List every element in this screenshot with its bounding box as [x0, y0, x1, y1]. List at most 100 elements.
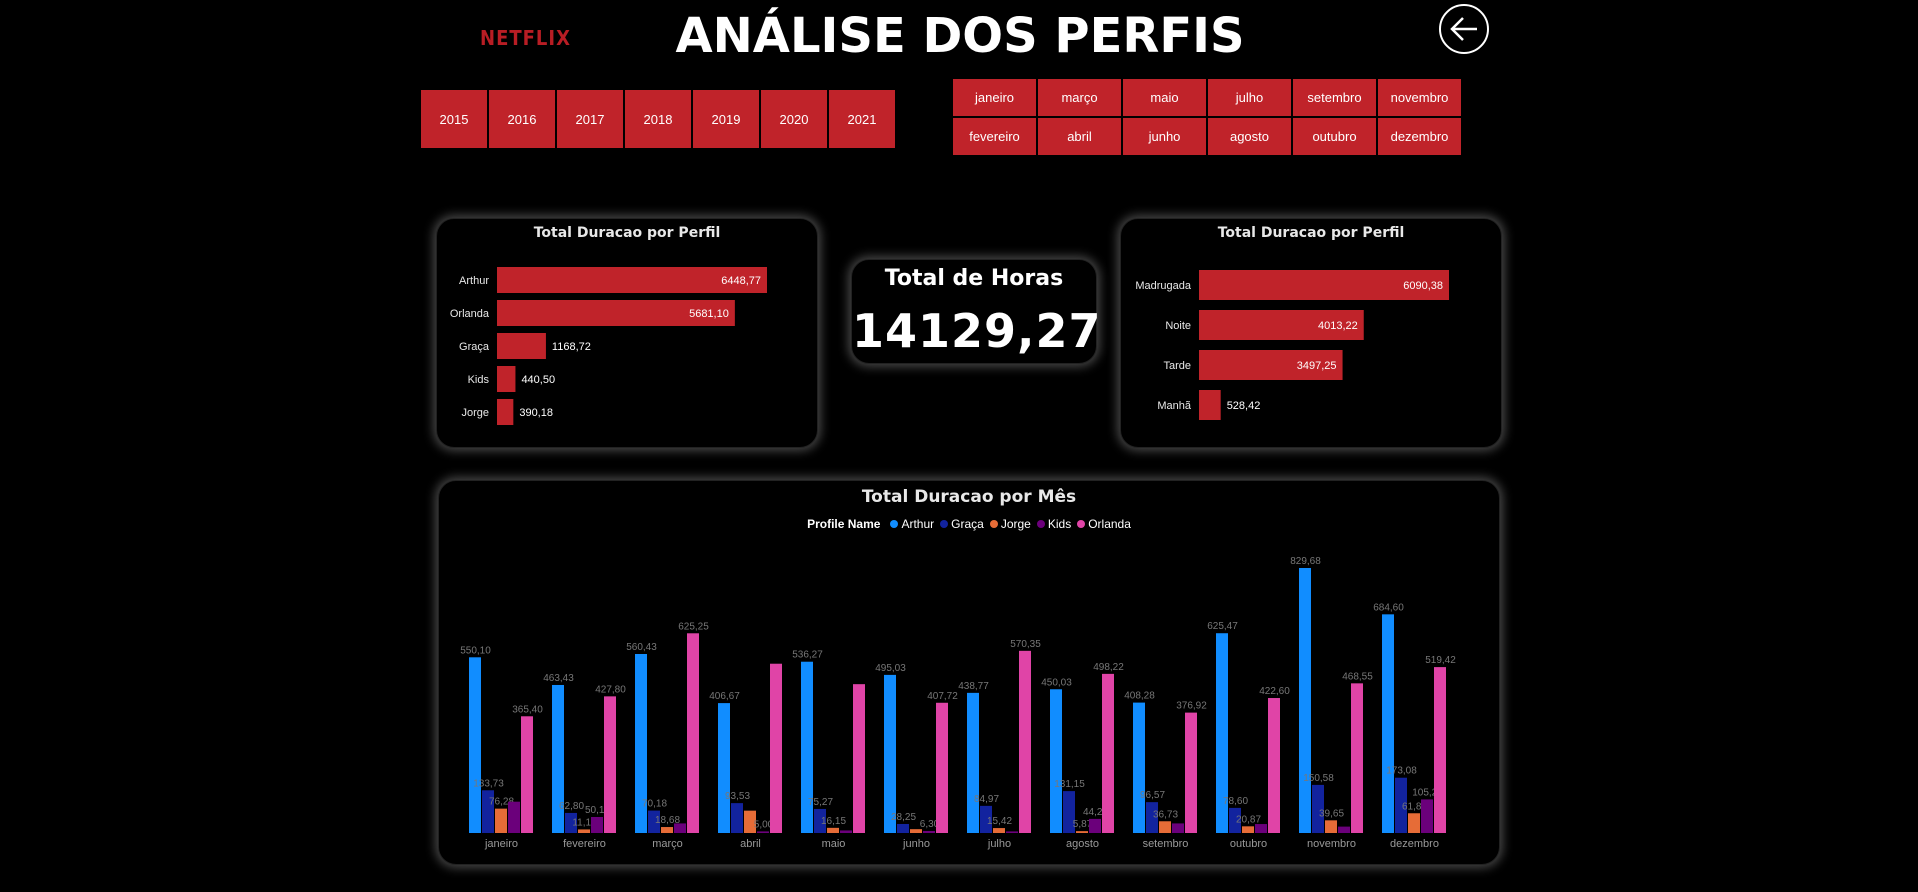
year-button-2016[interactable]: 2016	[489, 90, 555, 148]
bar-graça-setembro[interactable]	[1146, 802, 1158, 833]
bar-kids-agosto[interactable]	[1089, 818, 1101, 833]
bar-arthur-fevereiro[interactable]	[552, 684, 564, 833]
month-button-abril[interactable]: abril	[1038, 118, 1121, 155]
bar-kids-maio[interactable]	[840, 830, 852, 833]
month-button-novembro[interactable]: novembro	[1378, 79, 1461, 116]
monthly-duration-chart: 550,10 133,73 76,28 365,40 janeiro 463,43 62,8…	[460, 556, 1456, 850]
bar-jorge-abril[interactable]	[744, 810, 756, 833]
bar-kids-setembro[interactable]	[1172, 823, 1184, 833]
back-button[interactable]	[1439, 4, 1489, 54]
year-button-2015[interactable]: 2015	[421, 90, 487, 148]
month-button-outubro[interactable]: outubro	[1293, 118, 1376, 155]
bar-jorge[interactable]	[497, 399, 514, 425]
bar-orlanda-outubro[interactable]	[1268, 698, 1280, 833]
legend-item-orlanda[interactable]: Orlanda	[1077, 517, 1131, 531]
bar-jorge-agosto[interactable]	[1076, 831, 1088, 833]
bar-jorge-junho[interactable]	[910, 829, 922, 833]
bar-arthur-julho[interactable]	[967, 692, 979, 833]
bar-jorge-janeiro[interactable]	[495, 808, 507, 833]
legend-item-kids[interactable]: Kids	[1036, 517, 1071, 531]
bar-jorge-maio[interactable]	[827, 827, 839, 833]
bar-arthur-setembro[interactable]	[1133, 702, 1145, 833]
bar-noite[interactable]	[1199, 310, 1364, 340]
legend-item-graça[interactable]: Graça	[940, 517, 984, 531]
bar-graça-abril[interactable]	[731, 803, 743, 833]
bar-orlanda-novembro[interactable]	[1351, 683, 1363, 833]
bar-arthur-maio[interactable]	[801, 661, 813, 833]
bar-graça-junho[interactable]	[897, 823, 909, 833]
bar-graça-maio[interactable]	[814, 808, 826, 833]
bar-graça-agosto[interactable]	[1063, 791, 1075, 833]
bar-kids-dezembro[interactable]	[1421, 799, 1433, 833]
month-button-fevereiro[interactable]: fevereiro	[953, 118, 1036, 155]
month-button-junho[interactable]: junho	[1123, 118, 1206, 155]
bar-jorge-setembro[interactable]	[1159, 821, 1171, 833]
month-button-agosto[interactable]: agosto	[1208, 118, 1291, 155]
bar-kids-outubro[interactable]	[1255, 824, 1267, 833]
bar-graça-dezembro[interactable]	[1395, 777, 1407, 833]
bar-arthur-novembro[interactable]	[1299, 568, 1311, 833]
bar-kids[interactable]	[497, 366, 516, 392]
bar-arthur-janeiro[interactable]	[469, 657, 481, 833]
bar-arthur-outubro[interactable]	[1216, 633, 1228, 833]
bar-arthur-dezembro[interactable]	[1382, 614, 1394, 833]
bar-graça-fevereiro[interactable]	[565, 812, 577, 833]
bar-graça-janeiro[interactable]	[482, 790, 494, 833]
bar-graça-novembro[interactable]	[1312, 784, 1324, 833]
bar-orlanda-fevereiro[interactable]	[604, 696, 616, 833]
bar-kids-novembro[interactable]	[1338, 826, 1350, 833]
year-button-2017[interactable]: 2017	[557, 90, 623, 148]
bar-arthur-junho[interactable]	[884, 674, 896, 833]
bar-arthur-agosto[interactable]	[1050, 689, 1062, 833]
year-button-2019[interactable]: 2019	[693, 90, 759, 148]
bar-kids-janeiro[interactable]	[508, 801, 520, 833]
data-label: 6090,38	[1403, 280, 1443, 292]
month-button-maio[interactable]: maio	[1123, 79, 1206, 116]
month-button-dezembro[interactable]: dezembro	[1378, 118, 1461, 155]
bar-arthur[interactable]	[497, 267, 767, 293]
bar-jorge-dezembro[interactable]	[1408, 813, 1420, 833]
bar-kids-junho[interactable]	[923, 830, 935, 833]
bar-graça-julho[interactable]	[980, 805, 992, 833]
year-button-2020[interactable]: 2020	[761, 90, 827, 148]
bar-graça[interactable]	[497, 333, 546, 359]
bar-kids-julho[interactable]	[1006, 831, 1018, 833]
bar-kids-abril[interactable]	[757, 831, 769, 833]
bar-orlanda-dezembro[interactable]	[1434, 667, 1446, 833]
bar-orlanda-setembro[interactable]	[1185, 712, 1197, 833]
year-button-2021[interactable]: 2021	[829, 90, 895, 148]
year-button-2018[interactable]: 2018	[625, 90, 691, 148]
bar-graça-março[interactable]	[648, 810, 660, 833]
bar-jorge-março[interactable]	[661, 827, 673, 833]
bar-kids-março[interactable]	[674, 823, 686, 833]
month-button-março[interactable]: março	[1038, 79, 1121, 116]
bar-madrugada[interactable]	[1199, 270, 1449, 300]
data-label: 376,92	[1176, 701, 1207, 712]
x-tick-label: junho	[902, 838, 930, 850]
month-button-julho[interactable]: julho	[1208, 79, 1291, 116]
bar-orlanda-agosto[interactable]	[1102, 673, 1114, 833]
bar-jorge-novembro[interactable]	[1325, 820, 1337, 833]
bar-manhã[interactable]	[1199, 390, 1221, 420]
bar-orlanda-março[interactable]	[687, 633, 699, 833]
legend-item-jorge[interactable]: Jorge	[989, 517, 1031, 531]
bar-orlanda-julho[interactable]	[1019, 650, 1031, 833]
bar-orlanda-abril[interactable]	[770, 663, 782, 833]
bar-jorge-julho[interactable]	[993, 828, 1005, 833]
bar-jorge-fevereiro[interactable]	[578, 829, 590, 833]
bar-orlanda-junho[interactable]	[936, 702, 948, 833]
bar-graça-outubro[interactable]	[1229, 807, 1241, 833]
x-tick-label: novembro	[1307, 838, 1356, 850]
bar-arthur-abril[interactable]	[718, 703, 730, 833]
legend-item-arthur[interactable]: Arthur	[890, 517, 934, 531]
month-button-janeiro[interactable]: janeiro	[953, 79, 1036, 116]
bar-arthur-março[interactable]	[635, 653, 647, 833]
data-label: 625,47	[1207, 621, 1238, 632]
bar-orlanda[interactable]	[497, 300, 735, 326]
bar-jorge-outubro[interactable]	[1242, 826, 1254, 833]
bar-orlanda-janeiro[interactable]	[521, 716, 533, 833]
bar-orlanda-maio[interactable]	[853, 684, 865, 833]
bar-kids-fevereiro[interactable]	[591, 816, 603, 833]
month-button-setembro[interactable]: setembro	[1293, 79, 1376, 116]
bar-tarde[interactable]	[1199, 350, 1343, 380]
